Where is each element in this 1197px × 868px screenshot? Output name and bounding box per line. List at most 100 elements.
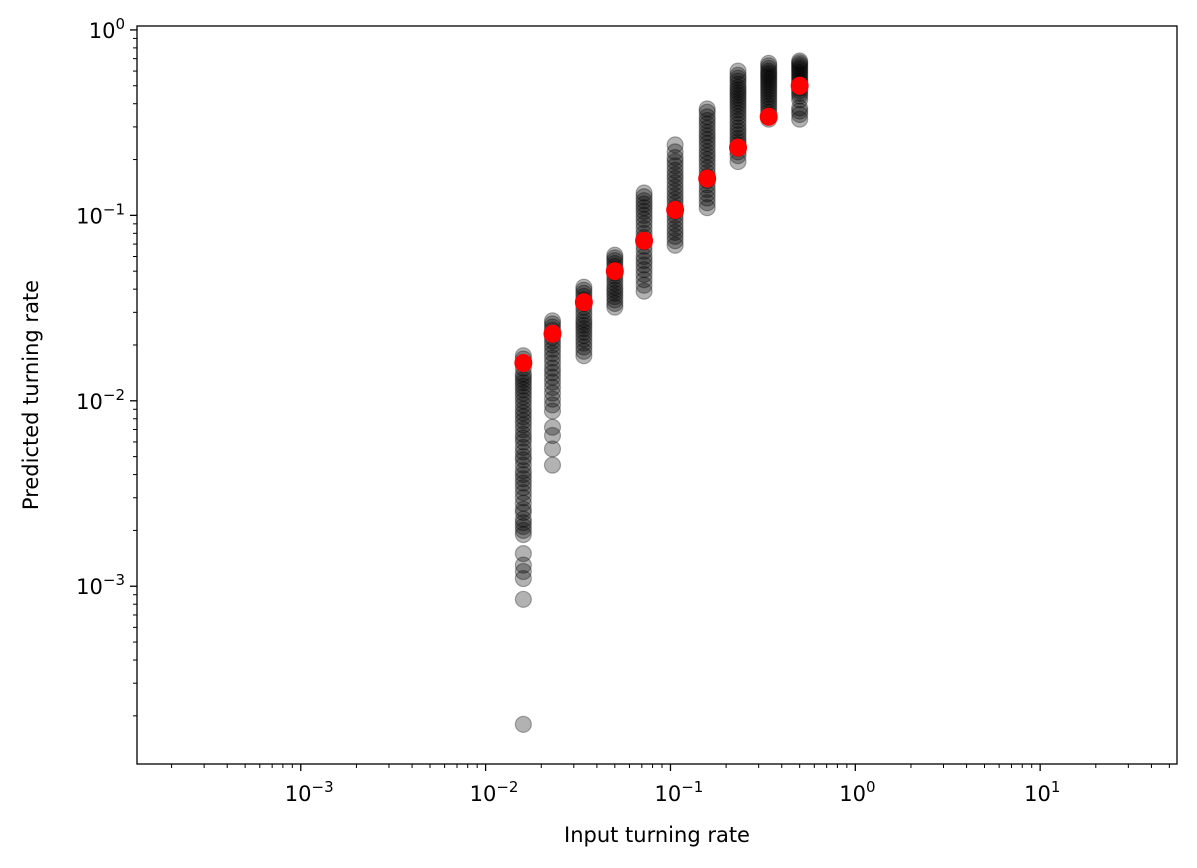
scatter-point bbox=[635, 199, 653, 217]
scatter-point bbox=[543, 456, 562, 474]
scatter-point bbox=[791, 110, 809, 128]
scatter-point bbox=[575, 316, 593, 335]
scatter-point bbox=[635, 210, 653, 229]
scatter-point bbox=[514, 380, 532, 399]
scatter-point bbox=[729, 115, 747, 133]
scatter-point bbox=[543, 378, 562, 397]
y-tick-label: 10−1 bbox=[76, 200, 125, 228]
scatter-point bbox=[729, 78, 747, 96]
scatter-point bbox=[514, 451, 532, 469]
scatter-point bbox=[514, 562, 532, 581]
scatter-point bbox=[635, 282, 653, 300]
scatter-point bbox=[575, 326, 593, 345]
x-tick-label: 101 bbox=[1024, 778, 1060, 806]
x-tick-label: 10−2 bbox=[470, 778, 519, 806]
scatter-point bbox=[666, 236, 684, 254]
scatter-point bbox=[760, 82, 778, 101]
scatter-point bbox=[514, 590, 532, 608]
scatter-point bbox=[760, 64, 778, 82]
scatter-point bbox=[514, 404, 532, 422]
scatter-point bbox=[514, 474, 532, 492]
scatter-point bbox=[606, 298, 624, 316]
scatter-point bbox=[606, 281, 624, 299]
scatter-point bbox=[575, 310, 593, 328]
y-tick-label: 10−2 bbox=[76, 386, 125, 414]
mean-point bbox=[729, 138, 748, 157]
scatter-point bbox=[543, 368, 562, 386]
scatter-point bbox=[729, 69, 747, 87]
scatter-point bbox=[666, 182, 684, 200]
scatter-point bbox=[514, 443, 532, 461]
scatter-point bbox=[729, 89, 747, 107]
scatter-point bbox=[729, 75, 747, 93]
scatter-point bbox=[666, 232, 684, 250]
scatter-point bbox=[514, 429, 532, 447]
scatter-point bbox=[698, 138, 716, 157]
scatter-point bbox=[575, 320, 593, 338]
scatter-point bbox=[635, 184, 653, 202]
scatter-point bbox=[666, 169, 684, 188]
scatter-point bbox=[514, 569, 532, 588]
scatter-point bbox=[543, 440, 562, 458]
scatter-point bbox=[791, 54, 809, 72]
x-tick-label: 10−3 bbox=[285, 778, 334, 806]
plot-frame bbox=[136, 25, 1178, 765]
scatter-point bbox=[514, 374, 532, 392]
data-marks bbox=[514, 52, 809, 733]
mean-point bbox=[574, 293, 593, 312]
scatter-point bbox=[514, 416, 532, 434]
scatter-point bbox=[543, 363, 562, 382]
scatter-point bbox=[514, 388, 532, 406]
scatter-point bbox=[635, 252, 653, 270]
scatter-point bbox=[791, 52, 809, 70]
scatter-point bbox=[635, 206, 653, 224]
scatter-point bbox=[514, 456, 532, 474]
scatter-point bbox=[729, 108, 747, 126]
scatter-point bbox=[791, 57, 809, 76]
scatter-point bbox=[514, 392, 532, 410]
scatter-point bbox=[575, 334, 593, 352]
scatter-point bbox=[760, 75, 778, 93]
scatter-point bbox=[514, 470, 532, 488]
scatter-point bbox=[698, 115, 716, 133]
scatter-point bbox=[760, 80, 778, 98]
scatter-point bbox=[514, 479, 532, 497]
scatter-point bbox=[514, 521, 532, 540]
scatter-point bbox=[606, 246, 624, 264]
scatter-point bbox=[514, 396, 532, 414]
y-tick-label: 100 bbox=[89, 15, 125, 43]
scatter-point bbox=[543, 390, 562, 408]
scatter-point bbox=[543, 344, 562, 363]
scatter-point bbox=[698, 199, 716, 217]
scatter-point bbox=[606, 294, 624, 313]
mean-point bbox=[635, 231, 654, 250]
scatter-point bbox=[575, 323, 593, 341]
scatter-point bbox=[791, 105, 809, 124]
scatter-point bbox=[729, 86, 747, 104]
scatter-point bbox=[514, 448, 532, 466]
scatter-point bbox=[760, 88, 778, 106]
scatter-point bbox=[698, 131, 716, 149]
scatter-point bbox=[729, 66, 747, 84]
scatter-point bbox=[729, 95, 747, 113]
scatter-point bbox=[666, 227, 684, 246]
scatter-point bbox=[760, 62, 778, 80]
scatter-point bbox=[575, 342, 593, 360]
scatter-point bbox=[514, 420, 532, 439]
mean-point bbox=[605, 262, 624, 281]
scatter-point bbox=[575, 278, 593, 296]
scatter-point bbox=[543, 402, 562, 420]
scatter-point bbox=[514, 412, 532, 430]
scatter-point bbox=[514, 462, 532, 480]
scatter-point bbox=[514, 556, 532, 574]
scatter-point bbox=[514, 438, 532, 457]
scatter-point bbox=[760, 68, 778, 86]
scatter-point bbox=[514, 466, 532, 484]
scatter-point bbox=[698, 194, 716, 212]
scatter-point bbox=[698, 123, 716, 142]
scatter-point bbox=[666, 152, 684, 171]
scatter-point bbox=[729, 104, 747, 122]
scatter-point bbox=[760, 70, 778, 89]
scatter-point bbox=[729, 72, 747, 90]
scatter-point bbox=[666, 148, 684, 167]
